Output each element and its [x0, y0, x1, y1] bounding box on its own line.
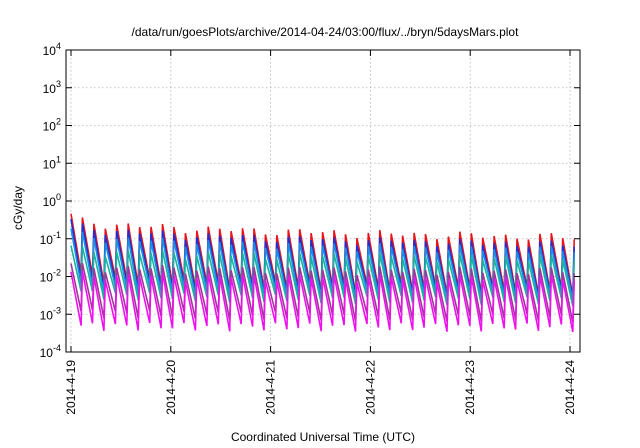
y-tick-label: 104 — [43, 41, 61, 58]
series-line — [70, 271, 575, 333]
y-tick-label: 102 — [43, 117, 61, 134]
chart-title: /data/run/goesPlots/archive/2014-04-24/0… — [132, 25, 520, 39]
x-tick-label: 2014-4-19 — [64, 360, 78, 415]
y-tick-label: 103 — [43, 79, 61, 96]
y-tick-label: 10-2 — [40, 268, 61, 285]
y-axis-label: cGy/day — [11, 186, 25, 230]
series-layer — [70, 213, 575, 333]
y-tick-label: 10-1 — [40, 230, 61, 247]
y-tick-label: 10-4 — [40, 343, 61, 360]
x-axis-label: Coordinated Universal Time (UTC) — [231, 430, 415, 444]
grid — [66, 50, 580, 352]
x-tick-label: 2014-4-23 — [463, 360, 477, 415]
x-tick-label: 2014-4-21 — [264, 360, 278, 415]
x-tick-label: 2014-4-22 — [363, 360, 377, 415]
y-tick-label: 10-3 — [40, 305, 61, 322]
ticks: 10-4 10-3 10-2 10-1 100 101 102 103 104 2014-4-19… — [40, 41, 580, 415]
y-tick-label: 101 — [43, 154, 61, 171]
y-tick-label: 100 — [43, 192, 61, 209]
x-tick-label: 2014-4-20 — [164, 360, 178, 415]
x-tick-label: 2014-4-24 — [563, 360, 577, 415]
